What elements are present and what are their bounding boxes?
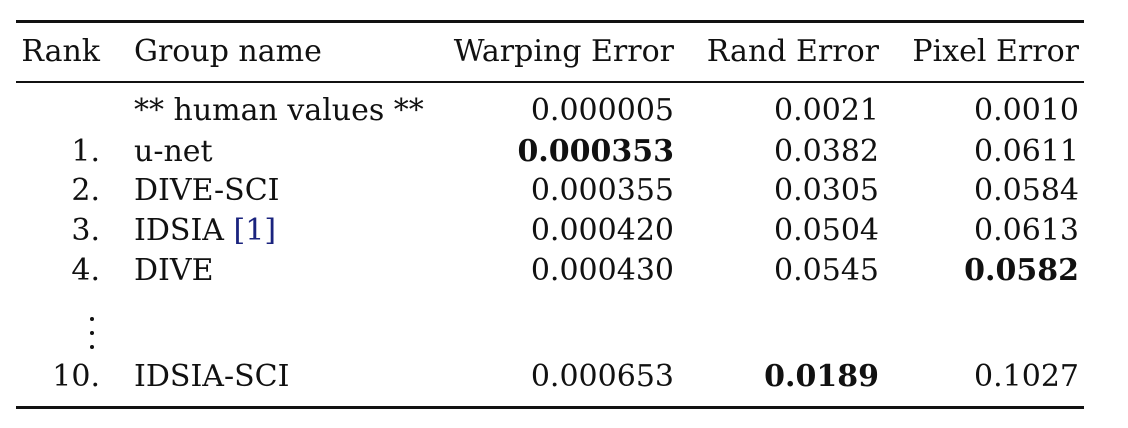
row-warping-error: 0.000005	[530, 93, 674, 128]
row-warping-error-best: 0.000353	[517, 134, 674, 169]
header-rule	[16, 81, 1084, 83]
row-rand-error: 0.0382	[774, 134, 879, 169]
citation-close-bracket: ]	[264, 213, 277, 248]
row-warping-error: 0.000430	[530, 253, 674, 288]
vertical-ellipsis-icon	[87, 315, 97, 355]
row-pixel-error: 0.1027	[974, 359, 1079, 394]
row-rand-error: 0.0545	[774, 253, 879, 288]
row-rand-error: 0.0021	[774, 93, 879, 128]
row-group-name: IDSIA	[134, 213, 224, 248]
header-rand-error: Rand Error	[706, 34, 879, 69]
row-group-name: DIVE	[134, 253, 214, 288]
row-rank: 1.	[71, 134, 100, 169]
header-warping-error: Warping Error	[453, 34, 674, 69]
results-table: Rank Group name Warping Error Rand Error…	[16, 20, 1084, 410]
row-rank	[16, 93, 100, 129]
row-pixel-error: 0.0584	[974, 173, 1079, 208]
row-group-name: ** human values **	[134, 93, 424, 128]
row-group-name: u-net	[134, 134, 213, 169]
row-warping-error: 0.000355	[530, 173, 674, 208]
row-pixel-error: 0.0613	[974, 213, 1079, 248]
header-group-name: Group name	[134, 34, 322, 69]
citation-link[interactable]: 1	[245, 213, 265, 248]
row-rank: 4.	[71, 253, 100, 288]
row-warping-error: 0.000420	[530, 213, 674, 248]
row-pixel-error: 0.0611	[974, 134, 1079, 169]
row-rand-error: 0.0305	[774, 173, 879, 208]
header-pixel-error: Pixel Error	[912, 34, 1079, 69]
row-group-name: IDSIA-SCI	[134, 359, 290, 394]
bottom-rule	[16, 406, 1084, 409]
citation-open-bracket: [	[233, 213, 246, 248]
row-pixel-error-best: 0.0582	[964, 253, 1079, 288]
row-group-name: DIVE-SCI	[134, 173, 280, 208]
row-group-name-with-citation: IDSIA [1]	[134, 213, 464, 249]
top-rule	[16, 20, 1084, 23]
row-rand-error: 0.0504	[774, 213, 879, 248]
row-warping-error: 0.000653	[530, 359, 674, 394]
row-rand-error-best: 0.0189	[764, 359, 879, 394]
row-rank: 10.	[52, 359, 100, 394]
header-rank: Rank	[21, 34, 100, 69]
row-rank: 3.	[71, 213, 100, 248]
row-pixel-error: 0.0010	[974, 93, 1079, 128]
row-rank: 2.	[71, 173, 100, 208]
